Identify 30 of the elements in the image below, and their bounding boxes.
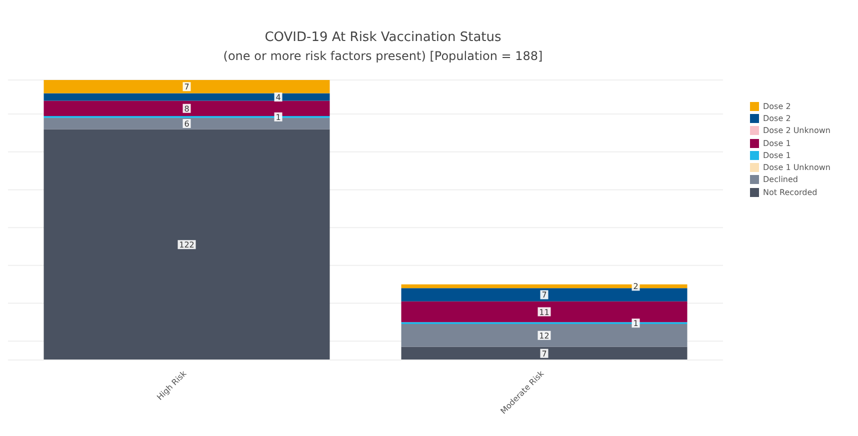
data-label: 1 [633, 319, 638, 328]
bar [401, 288, 688, 302]
bar [401, 284, 688, 288]
bar [44, 80, 330, 94]
data-label: 122 [179, 240, 194, 250]
legend-label: Dose 1 Unknown [763, 163, 830, 172]
data-label: 6 [184, 120, 190, 129]
legend-label: Dose 1 [763, 150, 791, 160]
data-label: 2 [633, 282, 638, 292]
data-label: 7 [542, 349, 547, 358]
data-label: 7 [542, 290, 547, 300]
bar [401, 324, 688, 347]
legend-label: Dose 2 [763, 102, 791, 111]
data-label: 1 [276, 112, 281, 122]
legend-label: Not Recorded [763, 188, 818, 197]
data-label: 8 [184, 104, 190, 114]
bar [44, 100, 330, 116]
legend-label: Dose 1 [763, 138, 791, 148]
bar [401, 346, 688, 360]
legend-label: Dose 2 Unknown [763, 126, 830, 136]
legend-label: Declined [763, 175, 798, 184]
data-label: 11 [539, 308, 550, 317]
chart-subtitle: (one or more risk factors present) [Population = 188] [222, 49, 544, 63]
data-label: 4 [276, 93, 281, 102]
bar [44, 129, 330, 360]
chart-title: COVID-19 At Risk Vaccination Status [264, 30, 502, 45]
data-label: 12 [539, 331, 550, 340]
bar [44, 93, 330, 101]
legend-label: Dose 2 [763, 114, 791, 123]
data-label: 7 [184, 82, 190, 92]
